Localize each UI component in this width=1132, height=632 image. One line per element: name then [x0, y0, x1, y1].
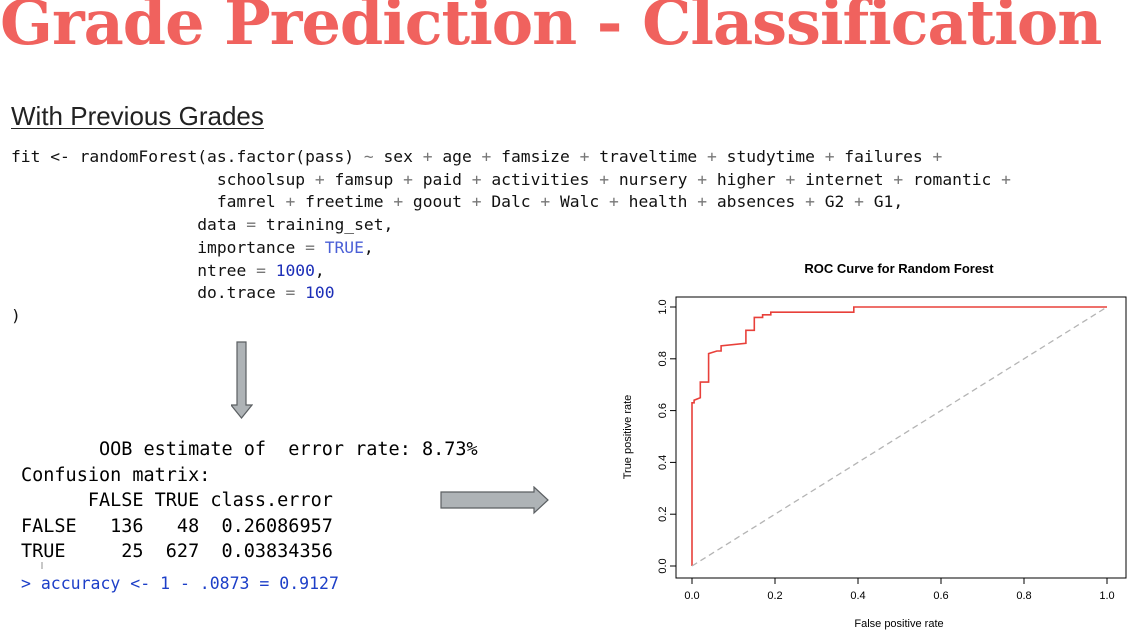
arrow-down-icon	[231, 341, 253, 419]
x-tick-label: 0.0	[684, 590, 699, 602]
code-line-8: )	[11, 305, 21, 325]
y-tick-label: 0.8	[657, 351, 669, 366]
code-line-6: ntree = 1000,	[11, 260, 325, 280]
cursor-mark	[41, 562, 43, 569]
y-axis: 0.0 0.2 0.4 0.6 0.8 1.0	[657, 299, 677, 574]
code-line-2: schoolsup + famsup + paid + activities +…	[11, 169, 1011, 189]
confusion-row-true: TRUE 25 627 0.03834356	[21, 541, 333, 563]
x-tick-label: 0.2	[767, 590, 782, 602]
x-tick-label: 1.0	[1099, 590, 1114, 602]
plot-frame	[675, 296, 1127, 579]
accuracy-line: > accuracy <- 1 - .0873 = 0.9127	[21, 574, 339, 593]
code-line-5: importance = TRUE,	[11, 237, 374, 257]
y-tick-label: 0.2	[657, 507, 669, 522]
x-tick-label: 0.6	[933, 590, 948, 602]
slide-title: Grade Prediction - Classification	[0, 0, 1102, 59]
y-tick-label: 0.0	[657, 558, 669, 573]
rf-output: OOB estimate of error rate: 8.73% Confus…	[21, 437, 478, 565]
oob-error-line: OOB estimate of error rate: 8.73%	[21, 439, 478, 460]
y-tick-label: 0.6	[657, 403, 669, 418]
diagonal-reference-line	[691, 306, 1108, 567]
slide-subtitle: With Previous Grades	[11, 101, 264, 131]
roc-curve-line	[691, 306, 1107, 566]
chart-title: ROC Curve for Random Forest	[804, 261, 994, 276]
code-line-1: fit <- randomForest(as.factor(pass) ~ se…	[11, 147, 943, 166]
r-code-block: fit <- randomForest(as.factor(pass) ~ se…	[11, 146, 1011, 328]
confusion-matrix-label: Confusion matrix:	[21, 464, 211, 486]
y-tick-label: 0.4	[657, 455, 669, 470]
y-tick-label: 1.0	[657, 299, 669, 314]
x-tick-label: 0.8	[1016, 590, 1031, 602]
code-line-4: data = training_set,	[11, 215, 394, 235]
arrow-right-icon	[440, 486, 549, 515]
confusion-matrix-header: FALSE TRUE class.error	[21, 490, 333, 512]
x-axis-label: False positive rate	[854, 618, 943, 630]
confusion-row-false: FALSE 136 48 0.26086957	[21, 515, 333, 537]
roc-chart: ROC Curve for Random Forest 0.0 0.2 0.4 0.6…	[622, 261, 1127, 630]
code-line-7: do.trace = 100	[11, 283, 335, 303]
x-axis: 0.0 0.2 0.4 0.6 0.8 1.0	[684, 577, 1115, 602]
code-line-3: famrel + freetime + goout + Dalc + Walc …	[11, 192, 904, 212]
series-layer	[691, 306, 1108, 567]
x-tick-label: 0.4	[850, 590, 865, 602]
y-axis-label: True positive rate	[622, 395, 634, 480]
